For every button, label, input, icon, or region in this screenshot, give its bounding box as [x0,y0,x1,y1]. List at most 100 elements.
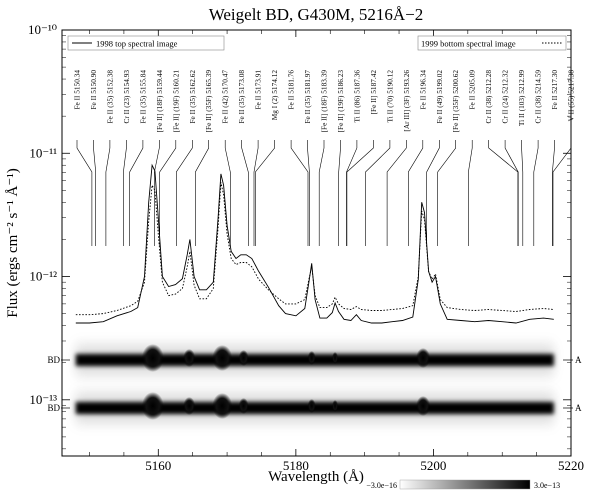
axes: 5160 5180 5200 5220 10⁻¹³ 10⁻¹² 10⁻¹¹ 10⁻¹⁰ [28,22,584,473]
line-id: [Fe II] (35F) 5165.39 [195,70,213,246]
spectral-image-emission-spot [416,348,431,368]
line-id-tick [437,140,457,246]
line-id: Fe II (35) 5155.84 [129,70,147,246]
line-id-tick [346,140,358,246]
line-id-label: Fe II (35) 5173.08 [237,70,246,124]
spectral-image-left-label: BD [47,355,60,365]
line-id-tick [307,140,310,246]
spectral-images: BD A BD A [47,338,582,430]
line-id-label: [Fe II] (18F) 5183.39 [320,70,329,133]
legend-right: 1999 bottom spectral image [417,35,567,51]
line-id-tick [290,140,309,246]
line-id-tick [338,140,341,246]
line-id: Cr II (23) 5154.93 [122,70,131,246]
line-id-label: Cr II (38) 5212.28 [484,70,493,124]
line-id: Fe II 5217.30 [550,70,559,246]
line-id-label: Cr II (23) 5154.93 [122,70,131,124]
line-id-label: Fe II 5150.90 [89,70,98,110]
spectral-image-emission-spot [212,345,233,371]
spectral-image-0: BD A [47,338,582,382]
line-id-tick [253,140,259,246]
line-id-label: Cr II (38) 5214.59 [534,70,543,124]
series-line-1 [75,182,554,316]
line-id: Fe II 5150.34 [73,70,93,246]
line-id-tick [129,140,144,246]
line-id-label: [Fe II] (19F) 5160.21 [171,70,180,133]
line-id-tick [386,140,407,246]
line-id-label: [Fe II] (19F) 5186.23 [336,70,345,133]
line-id-label: [Ar III] (3F) 5193.26 [402,70,411,132]
line-id-label: Fe II 5196.34 [418,70,427,110]
legend-left-box [67,35,225,51]
line-id: [Fe II] (19F) 5160.21 [159,70,180,246]
line-id-tick [504,140,519,246]
line-id: Fe II (35) 5152.38 [105,70,114,246]
x-tick-label: 5220 [558,458,584,473]
spectral-image-emission-spot [238,398,249,414]
line-id: Ti II (70) 5190.12 [365,70,394,246]
line-id: [Fe II] (19F) 5186.23 [336,70,345,246]
colorbar-gradient [399,479,531,490]
line-id: Mg I (2) 5174.12 [255,70,279,246]
legend-right-label: 1999 bottom spectral image [421,39,516,49]
line-id-tick [407,140,424,246]
plot-frame [61,29,572,457]
line-id: Fe II (35) 5181.97 [303,70,312,246]
line-id-label: Fe II 5173.91 [254,70,263,110]
x-axis-label: Wavelength (Å) [268,469,364,485]
line-id: [Fe II] (18F) 5159.44 [154,70,164,246]
line-id-label: Fe II 5217.30 [550,70,559,110]
spectral-image-right-label: A [575,403,582,413]
line-id-tick [533,140,539,246]
series-group [75,163,554,324]
spectral-image-emission-spot [238,350,249,366]
line-id-label: Fe II (42) 5170.47 [221,70,230,124]
spectral-image-emission-spot [332,352,339,364]
line-id-tick [195,140,209,246]
line-id: [Fe II] (18F) 5183.39 [318,70,329,246]
line-id-label: Fe II (35) 5152.38 [105,70,114,124]
line-id-tick [176,140,193,246]
line-id-label: Fe II (35) 5181.97 [303,70,312,124]
x-tick-label: 5160 [145,458,171,473]
line-id-tick [318,140,325,246]
line-id-label: [Fe II] 5187.42 [369,70,378,115]
line-id-label: Fe II 5150.34 [73,70,82,110]
line-id: Fe II 5205.09 [468,70,477,246]
line-id: Fe II (35) 5162.62 [176,70,197,246]
spectral-image-1: BD A [47,386,582,430]
line-id: Fe II 5196.34 [407,70,427,246]
line-id: [Fe II] (35F) 5200.62 [437,70,460,246]
line-id: Fe II (42) 5170.47 [221,70,231,246]
line-id-tick [241,140,249,246]
spectral-image-emission-spot [141,392,164,420]
line-id-label: [Fe II] (35F) 5165.39 [204,70,213,133]
line-id: Fe II 5150.90 [89,70,98,246]
spectral-image-emission-spot [183,397,196,415]
colorbar-min-label: −3.0e−16 [366,481,397,490]
colorbar-max-label: 3.0e−13 [534,481,560,490]
line-id-label: [Fe II] (35F) 5200.62 [451,70,460,133]
line-id: Fe II 5173.91 [254,70,263,246]
spectral-image-emission-spot [183,349,196,367]
spectral-image-emission-spot [141,344,164,372]
line-id-tick [93,140,96,246]
spectral-image-emission-spot [307,399,316,413]
chart-title: Weigelt BD, G430M, 5216Å−2 [209,5,424,24]
line-id: Fe II (35) 5173.08 [237,70,249,246]
line-id-tick [426,140,440,246]
line-id-tick [224,140,231,246]
x-tick-label: 5200 [420,458,446,473]
line-id-label: Ti II (86) 5187.36 [352,70,361,123]
line-id-label: Fe II 5205.09 [468,70,477,110]
line-id-tick [552,140,555,246]
line-id-tick [159,140,177,246]
line-id-tick [521,140,524,246]
legend-left: 1998 top spectral image [67,35,225,51]
line-id: [Ar III] (3F) 5193.26 [386,70,411,246]
colorbar: −3.0e−16 3.0e−13 [366,479,560,490]
spectral-image-right-label: A [575,355,582,365]
line-id-label: Ti II (103) 5212.99 [517,70,526,126]
